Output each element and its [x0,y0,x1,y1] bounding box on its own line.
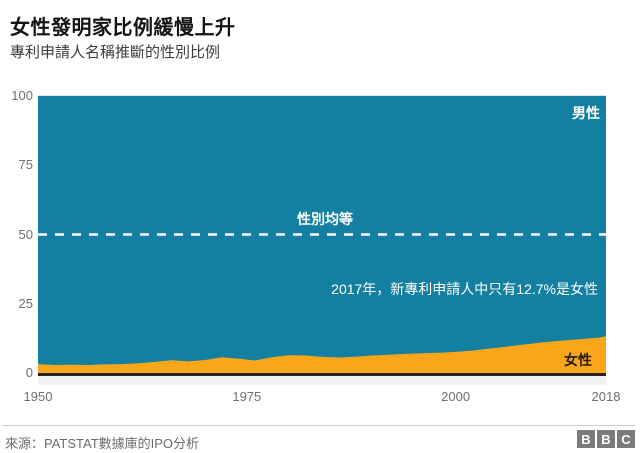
page-subtitle: 專利申請人名稱推斷的性別比例 [10,44,221,61]
y-axis: 100 75 50 25 0 [0,88,33,380]
male-series-label: 男性 [572,105,600,121]
x-tick-label: 1950 [23,389,53,404]
y-tick-label: 100 [11,88,33,103]
plot-lower-margin [38,376,606,385]
bbc-logo-block-b2: B [597,430,615,448]
bbc-logo-block-c: C [617,430,635,448]
bbc-logo: B B C [577,430,635,448]
female-series-label: 女性 [564,352,592,368]
y-tick-label: 25 [18,295,33,311]
annotation-2017: 2017年，新專利申請人中只有12.7%是女性 [331,281,598,297]
x-axis-line [38,373,606,376]
x-axis: 1950 1975 2000 2018 [24,389,621,407]
x-tick-label: 2018 [591,389,621,404]
y-tick-label: 50 [18,226,33,242]
footer-divider [2,425,635,426]
source-attribution: 來源：PATSTAT數據庫的IPO分析 [5,436,200,451]
gender-parity-label: 性別均等 [297,211,353,227]
bbc-logo-block-b1: B [577,430,595,448]
chart-plot-area [38,96,606,373]
y-tick-label: 75 [18,157,33,173]
x-tick-label: 1975 [232,389,262,404]
y-tick-label: 0 [25,365,33,380]
stacked-area-chart [38,96,606,373]
x-tick-label: 2000 [441,389,471,404]
male-area [38,96,606,373]
plot-top-edge [38,95,606,96]
page-title: 女性發明家比例緩慢上升 [10,17,236,39]
female-area [38,336,606,373]
